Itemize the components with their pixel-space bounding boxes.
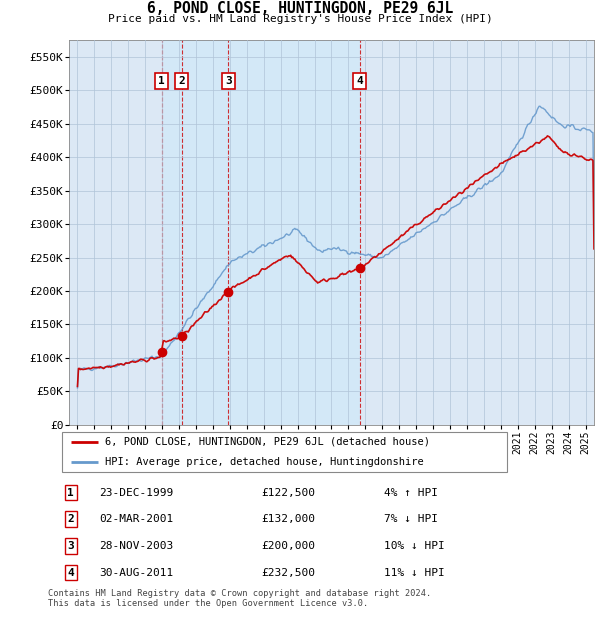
Text: 2: 2 bbox=[179, 76, 185, 86]
Text: 7% ↓ HPI: 7% ↓ HPI bbox=[384, 514, 438, 525]
Text: 1: 1 bbox=[67, 487, 74, 498]
Text: 6, POND CLOSE, HUNTINGDON, PE29 6JL (detached house): 6, POND CLOSE, HUNTINGDON, PE29 6JL (det… bbox=[105, 436, 430, 447]
Text: HPI: Average price, detached house, Huntingdonshire: HPI: Average price, detached house, Hunt… bbox=[105, 457, 424, 467]
Text: Price paid vs. HM Land Registry's House Price Index (HPI): Price paid vs. HM Land Registry's House … bbox=[107, 14, 493, 24]
Text: 11% ↓ HPI: 11% ↓ HPI bbox=[384, 567, 445, 578]
Text: 28-NOV-2003: 28-NOV-2003 bbox=[99, 541, 173, 551]
Text: 1: 1 bbox=[158, 76, 165, 86]
Bar bbox=[161, 40, 359, 425]
Text: 4% ↑ HPI: 4% ↑ HPI bbox=[384, 487, 438, 498]
Text: 02-MAR-2001: 02-MAR-2001 bbox=[99, 514, 173, 525]
Text: Contains HM Land Registry data © Crown copyright and database right 2024.
This d: Contains HM Land Registry data © Crown c… bbox=[48, 589, 431, 608]
Text: 2: 2 bbox=[67, 514, 74, 525]
Text: 4: 4 bbox=[356, 76, 363, 86]
Text: £132,000: £132,000 bbox=[261, 514, 315, 525]
Text: £200,000: £200,000 bbox=[261, 541, 315, 551]
Text: 30-AUG-2011: 30-AUG-2011 bbox=[99, 567, 173, 578]
Text: 4: 4 bbox=[67, 567, 74, 578]
Text: £122,500: £122,500 bbox=[261, 487, 315, 498]
Text: 6, POND CLOSE, HUNTINGDON, PE29 6JL: 6, POND CLOSE, HUNTINGDON, PE29 6JL bbox=[147, 1, 453, 16]
Text: 3: 3 bbox=[67, 541, 74, 551]
Text: £232,500: £232,500 bbox=[261, 567, 315, 578]
FancyBboxPatch shape bbox=[62, 432, 507, 472]
Text: 3: 3 bbox=[225, 76, 232, 86]
Text: 10% ↓ HPI: 10% ↓ HPI bbox=[384, 541, 445, 551]
Text: 23-DEC-1999: 23-DEC-1999 bbox=[99, 487, 173, 498]
